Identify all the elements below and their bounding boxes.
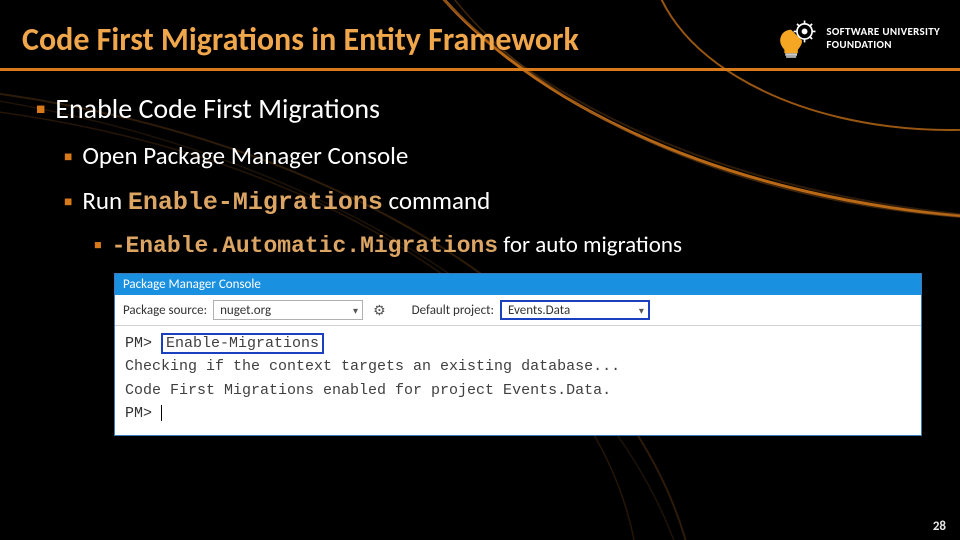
bullet-text: Run Enable-Migrations command xyxy=(82,185,490,217)
console-titlebar: Package Manager Console xyxy=(115,274,921,295)
bullet-marker-icon: ■ xyxy=(64,148,72,165)
bullet-level-2: ■ Run Enable-Migrations command xyxy=(30,185,930,217)
bullet-level-2: ■ Open Package Manager Console xyxy=(30,140,930,171)
gear-icon[interactable]: ⚙ xyxy=(369,302,390,319)
bullet-text: Enable Code First Migrations xyxy=(55,91,380,126)
console-prompt: PM> xyxy=(125,335,152,352)
console-output[interactable]: PM> Enable-Migrations Checking if the co… xyxy=(115,326,921,435)
slide-header: Code First Migrations in Entity Framewor… xyxy=(0,0,960,71)
bullet-text: -Enable.Automatic.Migrations for auto mi… xyxy=(112,231,682,259)
package-source-dropdown[interactable]: nuget.org ▾ xyxy=(213,300,363,320)
default-project-label: Default project: xyxy=(412,303,494,318)
console-line: Checking if the context targets an exist… xyxy=(125,358,620,375)
inline-code: Enable-Migrations xyxy=(128,188,383,217)
console-line: Code First Migrations enabled for projec… xyxy=(125,382,611,399)
page-number: 28 xyxy=(933,519,946,534)
bullet-marker-icon: ■ xyxy=(36,100,45,119)
lightbulb-gear-icon xyxy=(776,18,818,60)
package-manager-console: Package Manager Console Package source: … xyxy=(114,273,922,436)
bullet-level-1: ■ Enable Code First Migrations xyxy=(30,91,930,126)
bullet-marker-icon: ■ xyxy=(94,238,102,253)
text-cursor-icon xyxy=(161,405,162,421)
default-project-dropdown[interactable]: Events.Data ▾ xyxy=(500,300,650,320)
console-toolbar: Package source: nuget.org ▾ ⚙ Default pr… xyxy=(115,295,921,326)
brand-logo: SOFTWARE UNIVERSITY FOUNDATION xyxy=(776,18,940,60)
dropdown-value: nuget.org xyxy=(220,303,271,318)
bullet-marker-icon: ■ xyxy=(64,193,72,210)
dropdown-value: Events.Data xyxy=(508,303,570,318)
chevron-down-icon: ▾ xyxy=(639,304,644,317)
slide-content: ■ Enable Code First Migrations ■ Open Pa… xyxy=(0,71,960,436)
brand-text: SOFTWARE UNIVERSITY FOUNDATION xyxy=(826,26,940,51)
bullet-level-3: ■ -Enable.Automatic.Migrations for auto … xyxy=(30,231,930,259)
console-command: Enable-Migrations xyxy=(161,333,324,354)
console-prompt: PM> xyxy=(125,405,152,422)
package-source-label: Package source: xyxy=(123,303,207,318)
slide-title: Code First Migrations in Entity Framewor… xyxy=(22,20,579,59)
chevron-down-icon: ▾ xyxy=(353,304,358,317)
bullet-text: Open Package Manager Console xyxy=(82,140,408,171)
inline-code: -Enable.Automatic.Migrations xyxy=(112,233,498,259)
